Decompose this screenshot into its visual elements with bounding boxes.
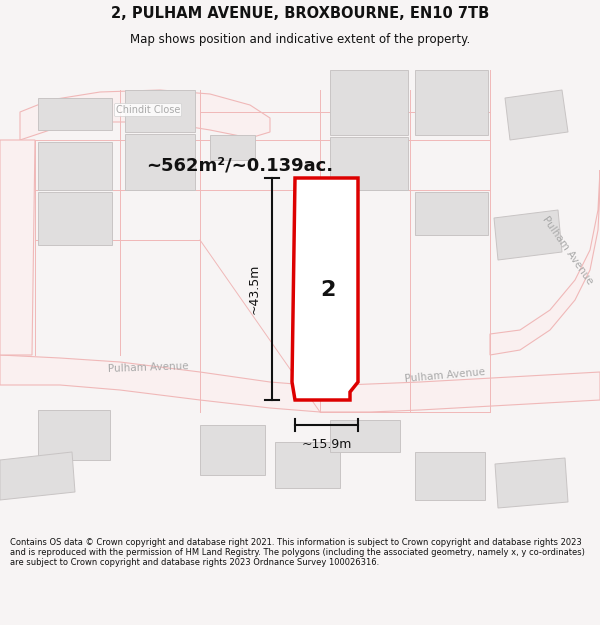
Text: 2: 2 <box>320 280 335 300</box>
Text: ~562m²/~0.139ac.: ~562m²/~0.139ac. <box>146 156 334 174</box>
Polygon shape <box>125 90 195 132</box>
Text: Pulham Avenue: Pulham Avenue <box>107 362 188 374</box>
Polygon shape <box>38 410 110 460</box>
Polygon shape <box>494 210 562 260</box>
Text: Pulham Avenue: Pulham Avenue <box>541 214 595 286</box>
Polygon shape <box>210 135 255 160</box>
Text: ~15.9m: ~15.9m <box>301 439 352 451</box>
Polygon shape <box>0 452 75 500</box>
Text: Contains OS data © Crown copyright and database right 2021. This information is : Contains OS data © Crown copyright and d… <box>10 538 584 568</box>
Polygon shape <box>292 178 358 400</box>
Polygon shape <box>0 140 35 355</box>
Polygon shape <box>415 70 488 135</box>
Polygon shape <box>415 452 485 500</box>
Polygon shape <box>505 90 568 140</box>
Polygon shape <box>125 134 195 190</box>
Polygon shape <box>490 170 600 355</box>
Polygon shape <box>415 192 488 235</box>
Text: Map shows position and indicative extent of the property.: Map shows position and indicative extent… <box>130 32 470 46</box>
Text: 2, PULHAM AVENUE, BROXBOURNE, EN10 7TB: 2, PULHAM AVENUE, BROXBOURNE, EN10 7TB <box>111 6 489 21</box>
Polygon shape <box>38 98 112 130</box>
Polygon shape <box>495 458 568 508</box>
Polygon shape <box>330 137 408 190</box>
Polygon shape <box>330 420 400 452</box>
Text: Pulham Avenue: Pulham Avenue <box>404 366 485 384</box>
Polygon shape <box>38 142 112 190</box>
Text: ~43.5m: ~43.5m <box>248 264 260 314</box>
Polygon shape <box>275 442 340 488</box>
Text: Chindit Close: Chindit Close <box>116 105 180 115</box>
Polygon shape <box>200 425 265 475</box>
Polygon shape <box>20 90 270 140</box>
Polygon shape <box>330 70 408 135</box>
Polygon shape <box>38 192 112 245</box>
Polygon shape <box>0 355 600 412</box>
